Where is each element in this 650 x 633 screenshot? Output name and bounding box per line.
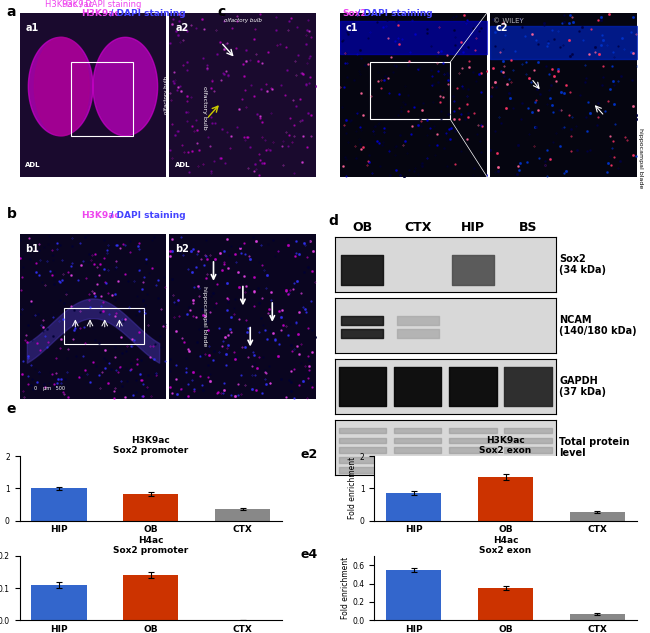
Text: b: b: [6, 208, 16, 222]
Text: olfactory bulb: olfactory bulb: [224, 18, 262, 23]
Bar: [369, 62, 450, 120]
Text: c2: c2: [496, 23, 508, 32]
Text: b1: b1: [25, 244, 39, 254]
Text: a2: a2: [176, 23, 188, 32]
Text: d: d: [328, 214, 338, 228]
Text: b2: b2: [176, 244, 189, 254]
Text: © WILEY: © WILEY: [493, 18, 524, 23]
Text: olfactory bulb: olfactory bulb: [164, 76, 168, 114]
Bar: [478, 588, 533, 620]
Text: e4: e4: [301, 548, 318, 561]
Bar: [124, 575, 179, 620]
Text: H3K9ac: H3K9ac: [60, 1, 93, 9]
Text: Total protein
level: Total protein level: [559, 437, 629, 458]
Text: ADL: ADL: [176, 162, 191, 168]
Bar: [570, 513, 625, 520]
Text: GAPDH
(37 kDa): GAPDH (37 kDa): [559, 376, 606, 398]
Text: 0    µm   500: 0 µm 500: [34, 386, 65, 391]
Bar: [386, 493, 441, 520]
Bar: [386, 570, 441, 620]
Text: CTX: CTX: [404, 221, 432, 234]
Polygon shape: [34, 37, 89, 136]
Text: hippocampal blade: hippocampal blade: [638, 128, 643, 189]
Polygon shape: [29, 37, 93, 136]
Text: olfactory bulb: olfactory bulb: [202, 86, 207, 129]
Title: H4ac
Sox2 promoter: H4ac Sox2 promoter: [113, 536, 188, 555]
Text: / DAPI staining: / DAPI staining: [107, 9, 185, 18]
Text: c: c: [218, 5, 226, 19]
Title: H3K9ac
Sox2 promoter: H3K9ac Sox2 promoter: [113, 436, 188, 455]
Text: H3K9ac / DAPI staining: H3K9ac / DAPI staining: [45, 1, 141, 9]
Text: NCAM
(140/180 kDa): NCAM (140/180 kDa): [559, 315, 636, 336]
Text: a1: a1: [25, 23, 38, 32]
Bar: [124, 494, 179, 520]
Text: e2: e2: [301, 448, 318, 461]
Title: H4ac
Sox2 exon: H4ac Sox2 exon: [480, 536, 532, 555]
Text: ADL: ADL: [25, 162, 41, 168]
Y-axis label: Fold enrichment: Fold enrichment: [348, 457, 357, 520]
Text: Sox2
(34 kDa): Sox2 (34 kDa): [559, 254, 606, 275]
Bar: [570, 614, 625, 620]
Bar: [71, 62, 133, 136]
Bar: [31, 585, 86, 620]
Polygon shape: [93, 37, 158, 136]
Text: HIP: HIP: [461, 221, 485, 234]
Text: / DAPI staining: / DAPI staining: [354, 9, 432, 18]
Y-axis label: Fold enrichment: Fold enrichment: [0, 457, 2, 520]
Bar: [31, 488, 86, 520]
Y-axis label: Fold enrichment: Fold enrichment: [341, 557, 350, 619]
Bar: [215, 509, 270, 520]
Text: Sox2: Sox2: [342, 9, 367, 18]
Text: OB: OB: [352, 221, 372, 234]
Bar: [478, 477, 533, 520]
Bar: [64, 308, 144, 344]
Text: / DAPI staining: / DAPI staining: [107, 211, 185, 220]
Text: H3K9ac: H3K9ac: [81, 211, 120, 220]
Text: BS: BS: [519, 221, 538, 234]
Text: c1: c1: [346, 23, 359, 32]
Text: e: e: [6, 402, 16, 416]
Title: H3K9ac
Sox2 exon: H3K9ac Sox2 exon: [480, 436, 532, 455]
Text: hippocampal blade: hippocampal blade: [202, 286, 207, 347]
Text: a: a: [6, 5, 16, 19]
Text: H3K9ac: H3K9ac: [81, 9, 120, 18]
